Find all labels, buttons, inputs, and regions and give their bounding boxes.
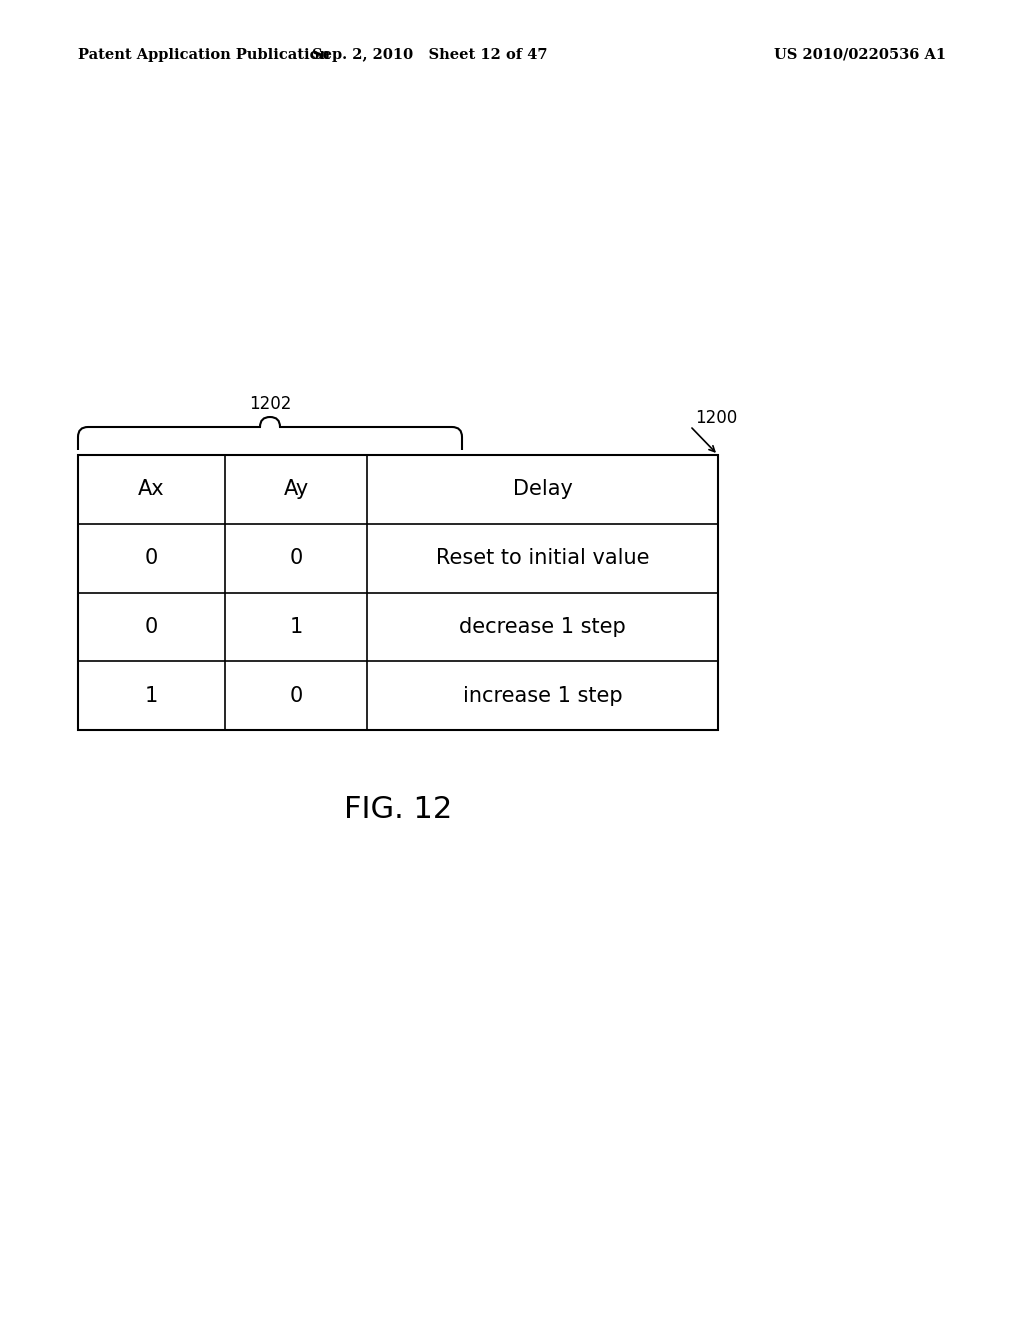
Text: Delay: Delay	[513, 479, 572, 499]
Text: Reset to initial value: Reset to initial value	[436, 548, 649, 568]
Bar	[78, 455, 718, 730]
Text: decrease 1 step: decrease 1 step	[459, 616, 626, 636]
Text: 0: 0	[290, 685, 303, 706]
Text: 1202: 1202	[249, 395, 291, 413]
Text: Patent Application Publication: Patent Application Publication	[78, 48, 330, 62]
Text: US 2010/0220536 A1: US 2010/0220536 A1	[774, 48, 946, 62]
Text: Ax: Ax	[138, 479, 165, 499]
Text: Sep. 2, 2010   Sheet 12 of 47: Sep. 2, 2010 Sheet 12 of 47	[312, 48, 548, 62]
Text: 0: 0	[290, 548, 303, 568]
Text: 0: 0	[144, 548, 158, 568]
Text: increase 1 step: increase 1 step	[463, 685, 623, 706]
Text: FIG. 12: FIG. 12	[344, 796, 453, 825]
Text: 1: 1	[290, 616, 303, 636]
Text: 1200: 1200	[695, 409, 737, 426]
Text: 1: 1	[144, 685, 158, 706]
Text: Ay: Ay	[284, 479, 308, 499]
Text: 0: 0	[144, 616, 158, 636]
